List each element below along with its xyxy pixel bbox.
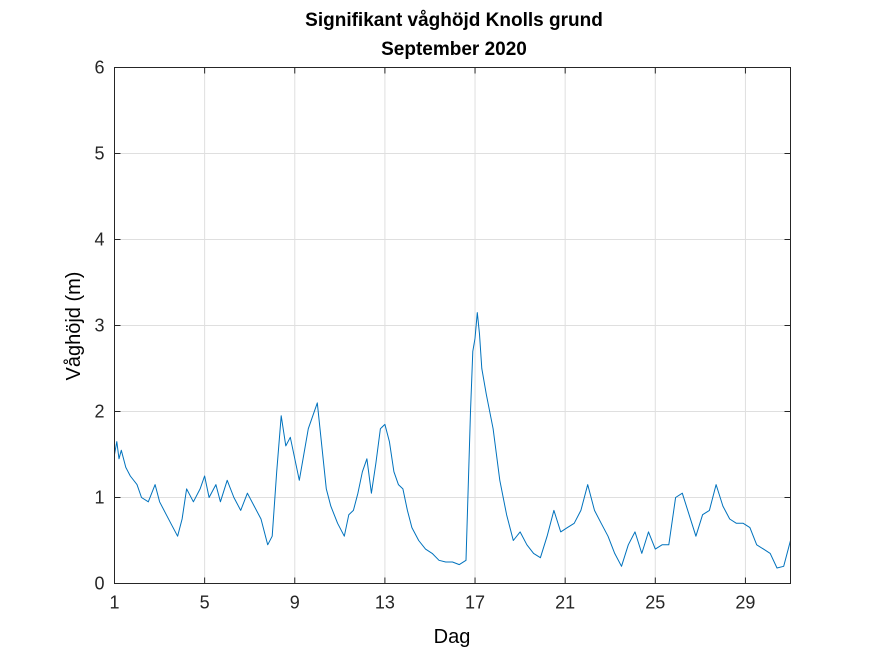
y-axis-label: Våghöjd (m): [63, 272, 85, 381]
x-tick-label: 25: [645, 593, 665, 613]
y-tick-label: 2: [94, 402, 104, 422]
y-tick-label: 3: [94, 316, 104, 336]
x-tick-label: 13: [375, 593, 395, 613]
plot-layer: [114, 312, 791, 569]
x-tick-label: 5: [200, 593, 210, 613]
x-tick-label: 9: [290, 593, 300, 613]
y-tick-label: 0: [94, 574, 104, 594]
x-tick-label: 29: [735, 593, 755, 613]
series-line: [114, 312, 791, 569]
y-tick-label: 5: [94, 144, 104, 164]
x-tick-label: 1: [109, 593, 119, 613]
y-tick-label: 1: [94, 488, 104, 508]
chart-title: Signifikant våghöjd Knolls grund: [305, 10, 603, 31]
y-tick-label: 6: [94, 58, 104, 78]
x-tick-label: 17: [465, 593, 485, 613]
chart-subtitle: September 2020: [381, 39, 527, 60]
x-tick-label: 21: [555, 593, 575, 613]
y-tick-label: 4: [94, 230, 104, 250]
grid-layer: [114, 67, 791, 584]
x-axis-label: Dag: [434, 626, 471, 648]
